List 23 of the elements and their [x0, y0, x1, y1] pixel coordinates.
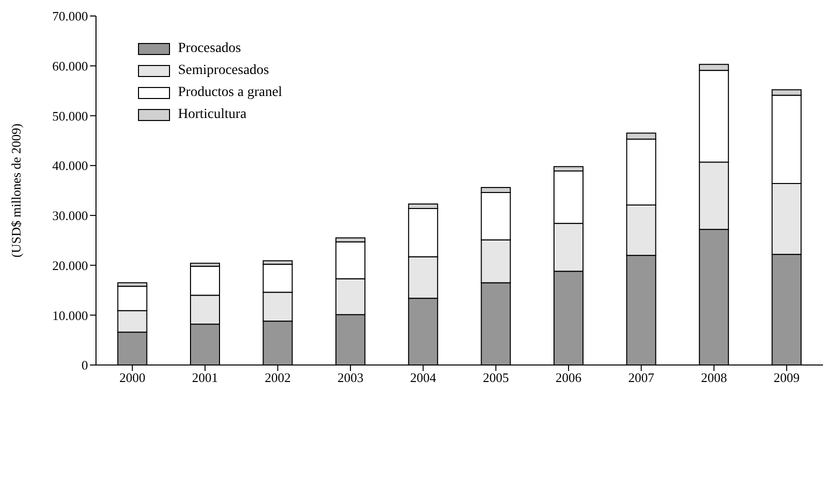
legend-label: Semiprocesados	[178, 63, 269, 79]
x-tick-label: 2004	[410, 370, 437, 386]
y-tick-label: 60.000	[52, 58, 88, 74]
y-tick-label: 10.000	[52, 308, 88, 323]
x-tick-label: 2002	[264, 370, 291, 386]
legend-label: Procesados	[178, 41, 241, 57]
y-tick-label: 0	[82, 358, 88, 373]
y-axis-title: (USD$ millones de 2009)	[8, 124, 24, 258]
legend-label: Horticultura	[178, 107, 246, 123]
y-tick-label: 30.000	[52, 208, 88, 224]
legend-label: Productos a granel	[178, 85, 282, 101]
x-tick-label: 2007	[628, 370, 655, 386]
x-tick-label: 2006	[556, 370, 582, 386]
x-tick-label: 2005	[482, 370, 509, 386]
y-tick-label: 50.000	[52, 108, 88, 124]
x-tick-label: 2003	[337, 370, 364, 386]
x-tick-label: 2001	[192, 370, 218, 386]
x-tick-label: 2008	[700, 370, 727, 386]
y-tick-label: 20.000	[52, 258, 88, 273]
y-tick-label: 70.000	[52, 8, 88, 24]
x-tick-label: 2000	[119, 370, 146, 386]
y-tick-label: 40.000	[52, 158, 88, 174]
x-tick-label: 2009	[774, 370, 800, 386]
